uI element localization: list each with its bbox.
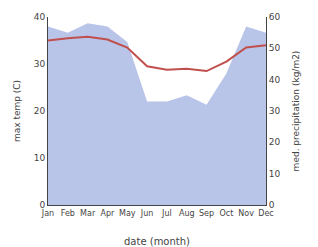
svg-text:date (month): date (month)	[124, 236, 190, 247]
svg-text:med. precipitation (kg/m2): med. precipitation (kg/m2)	[291, 51, 301, 172]
svg-text:20: 20	[34, 106, 46, 116]
svg-text:10: 10	[34, 153, 46, 163]
svg-text:Jun: Jun	[140, 209, 154, 218]
svg-text:30: 30	[34, 59, 46, 69]
svg-text:Nov: Nov	[238, 209, 254, 218]
svg-text:30: 30	[269, 106, 281, 116]
svg-text:10: 10	[269, 169, 281, 179]
svg-text:Dec: Dec	[258, 209, 273, 218]
svg-text:Jan: Jan	[41, 209, 54, 218]
svg-text:Jul: Jul	[161, 209, 172, 218]
svg-text:0: 0	[39, 200, 45, 210]
svg-text:Aug: Aug	[179, 209, 195, 218]
svg-text:40: 40	[34, 12, 46, 22]
svg-text:50: 50	[269, 43, 281, 53]
svg-text:Apr: Apr	[101, 209, 116, 218]
svg-text:40: 40	[269, 75, 281, 85]
svg-text:60: 60	[269, 12, 281, 22]
svg-text:20: 20	[269, 137, 281, 147]
svg-text:Mar: Mar	[80, 209, 96, 218]
svg-text:0: 0	[269, 200, 275, 210]
svg-text:max temp (C): max temp (C)	[12, 80, 22, 142]
svg-text:Feb: Feb	[61, 209, 75, 218]
svg-text:Oct: Oct	[219, 209, 233, 218]
svg-text:Sep: Sep	[199, 209, 214, 218]
svg-text:May: May	[119, 209, 136, 218]
